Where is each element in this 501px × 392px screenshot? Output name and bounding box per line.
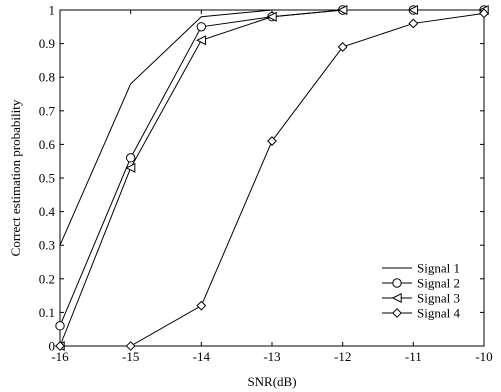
data-point [408, 4, 419, 16]
x-tick-label: -10 [475, 349, 492, 364]
series-4 [55, 8, 489, 351]
x-tick-label: -16 [51, 349, 69, 364]
y-axis-label: Correct estimation probability [8, 99, 23, 256]
x-tick-label: -12 [334, 349, 351, 364]
y-tick-label: 0.2 [39, 271, 55, 286]
legend-item: Signal 3 [382, 291, 460, 306]
y-tick-label: 0.3 [39, 238, 55, 253]
data-point [196, 35, 207, 46]
y-tick-label: 0.6 [39, 137, 56, 152]
y-tick-label: 0.4 [39, 204, 56, 219]
data-point [55, 321, 65, 331]
data-point [125, 162, 136, 173]
data-point [479, 8, 489, 19]
y-tick-label: 0.8 [39, 70, 55, 85]
legend-item: Signal 2 [382, 276, 460, 291]
x-axis-label: SNR(dB) [247, 374, 296, 389]
data-point [408, 18, 419, 29]
legend-label: Signal 4 [417, 306, 460, 321]
data-point [196, 22, 207, 32]
data-point [392, 278, 402, 288]
y-tick-label: 0.7 [39, 103, 56, 118]
series-group [54, 4, 489, 352]
x-tick-label: -14 [193, 349, 211, 364]
data-point [391, 292, 402, 304]
data-point [337, 42, 348, 52]
x-tick-label: -13 [263, 349, 280, 364]
data-point [337, 4, 348, 16]
legend-item: Signal 4 [382, 306, 460, 321]
data-point [267, 136, 277, 146]
legend-label: Signal 2 [417, 276, 460, 291]
x-tick-label: -11 [405, 349, 422, 364]
y-tick-label: 1 [49, 3, 56, 18]
legend-item: Signal 1 [382, 261, 460, 276]
y-tick-label: 0.9 [39, 36, 55, 51]
y-tick-label: 0.1 [39, 305, 55, 320]
data-point [266, 11, 277, 22]
legend-label: Signal 3 [417, 291, 460, 306]
data-point [392, 308, 402, 318]
y-tick-label: 0 [49, 339, 56, 354]
data-point [196, 300, 207, 311]
x-tick-label: -15 [122, 349, 139, 364]
data-point [125, 153, 136, 163]
data-point [125, 341, 136, 351]
legend-label: Signal 1 [417, 261, 460, 276]
y-tick-label: 0.5 [39, 171, 55, 186]
axis-ticks: -16 -15 -14 -13 -12 -11 -10 0 0.1 0.2 0.3 0.4 0.5 0.6… [39, 3, 493, 365]
data-point [55, 341, 65, 351]
